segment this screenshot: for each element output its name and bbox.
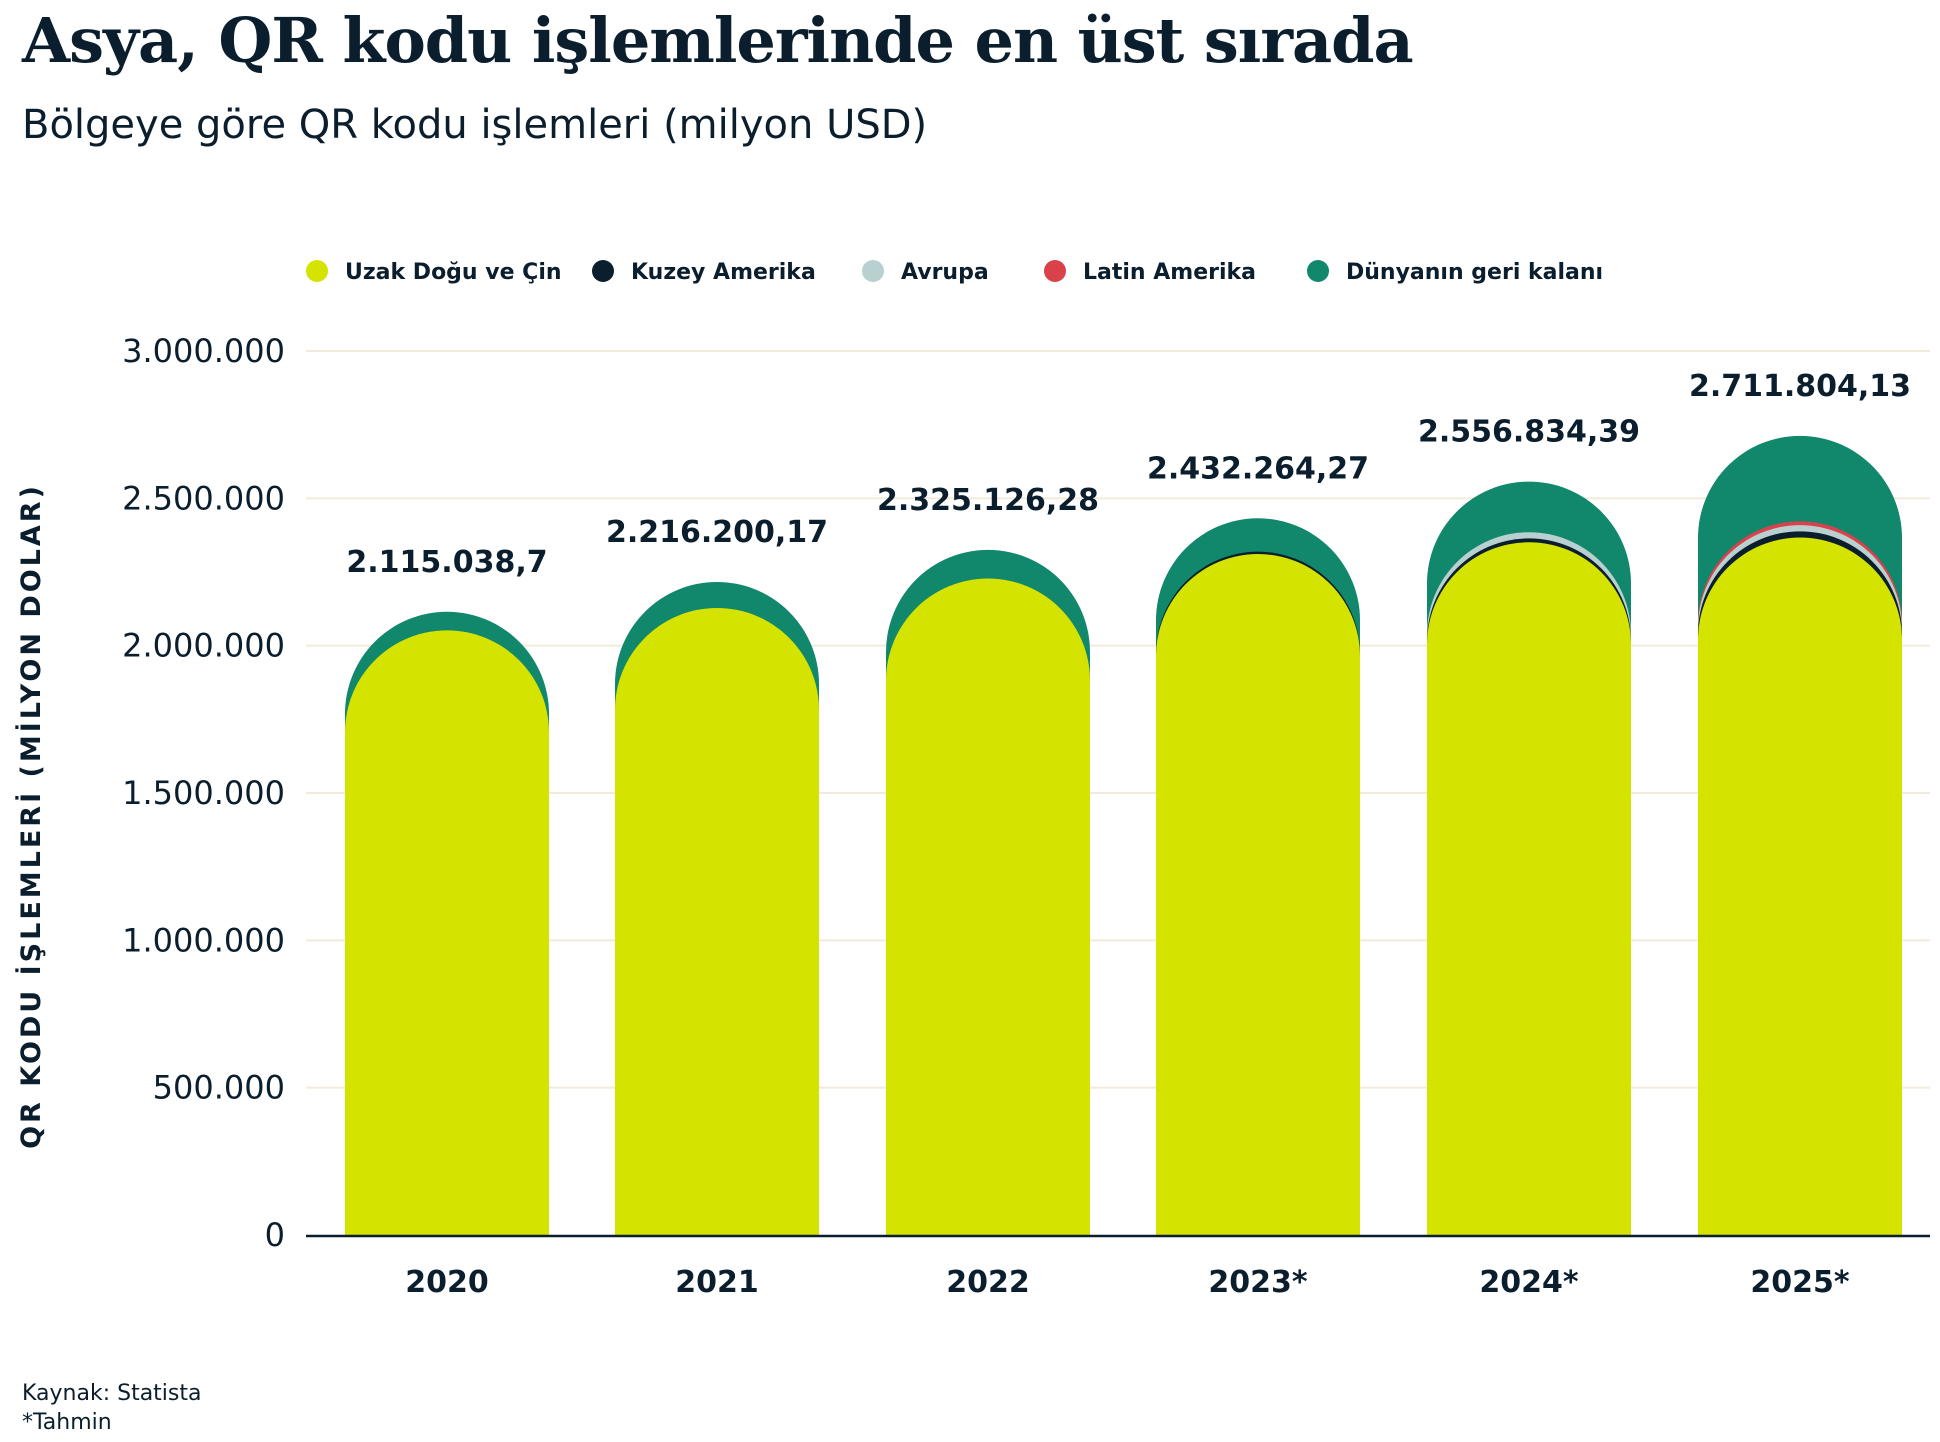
bar-segment bbox=[886, 578, 1090, 1235]
y-tick-label: 3.000.000 bbox=[122, 332, 285, 370]
chart-subtitle: Bölgeye göre QR kodu işlemleri (milyon U… bbox=[22, 102, 928, 148]
source-note: Kaynak: Statista bbox=[22, 1381, 202, 1406]
x-tick-label: 2023* bbox=[1208, 1265, 1307, 1300]
x-tick-label: 2022 bbox=[946, 1265, 1030, 1300]
legend-label: Dünyanın geri kalanı bbox=[1346, 260, 1603, 285]
x-tick-label: 2020 bbox=[405, 1265, 489, 1300]
total-label: 2.216.200,17 bbox=[606, 515, 828, 550]
y-tick-label: 2.500.000 bbox=[122, 479, 285, 517]
bar-segment bbox=[1698, 537, 1902, 1235]
legend-swatch bbox=[862, 260, 884, 282]
legend-label: Avrupa bbox=[901, 260, 989, 285]
legend-swatch bbox=[1307, 260, 1329, 282]
y-tick-label: 0 bbox=[265, 1216, 285, 1254]
bar-segment bbox=[1156, 554, 1360, 1235]
x-tick-label: 2024* bbox=[1479, 1265, 1578, 1300]
y-tick-label: 1.000.000 bbox=[122, 921, 285, 959]
total-label: 2.325.126,28 bbox=[877, 483, 1099, 518]
estimate-note: *Tahmin bbox=[22, 1410, 112, 1435]
total-label: 2.556.834,39 bbox=[1418, 415, 1640, 450]
bar-segment bbox=[615, 607, 819, 1235]
x-tick-label: 2021 bbox=[675, 1265, 759, 1300]
bar-segment bbox=[1427, 542, 1631, 1235]
y-axis-title: QR KODU İŞLEMLERİ (MİLYON DOLAR) bbox=[15, 483, 47, 1149]
x-tick-label: 2025* bbox=[1750, 1265, 1849, 1300]
total-label: 2.432.264,27 bbox=[1147, 451, 1369, 486]
legend-swatch bbox=[592, 260, 614, 282]
legend-label: Latin Amerika bbox=[1083, 260, 1256, 285]
y-tick-label: 2.000.000 bbox=[122, 627, 285, 665]
y-tick-label: 1.500.000 bbox=[122, 774, 285, 812]
legend-swatch bbox=[1044, 260, 1066, 282]
legend-swatch bbox=[306, 260, 328, 282]
total-label: 2.711.804,13 bbox=[1689, 369, 1911, 404]
legend-label: Uzak Doğu ve Çin bbox=[345, 260, 562, 285]
y-tick-label: 500.000 bbox=[153, 1069, 285, 1107]
legend-label: Kuzey Amerika bbox=[631, 260, 816, 285]
chart-title: Asya, QR kodu işlemlerinde en üst sırada bbox=[22, 4, 1414, 77]
bar-segment bbox=[345, 630, 549, 1235]
total-label: 2.115.038,7 bbox=[346, 545, 547, 580]
